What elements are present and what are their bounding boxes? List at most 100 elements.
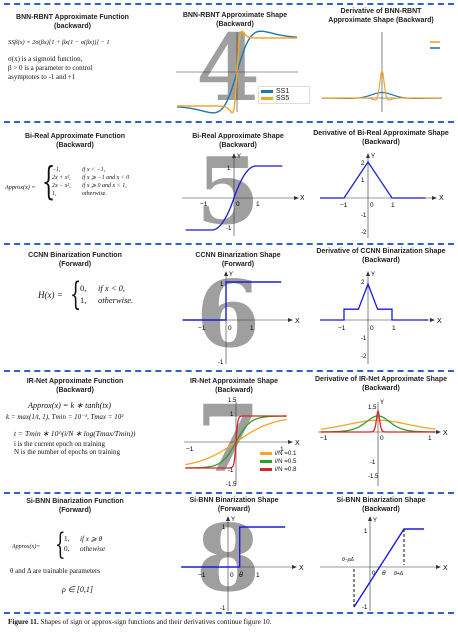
irnet-formula-i: i is the current epoch on training xyxy=(14,440,105,448)
ccnn-shape-x-label: X xyxy=(295,318,300,325)
irnet-deriv-x-arrow xyxy=(436,430,441,434)
ccnn-deriv-tick-zero: 0 xyxy=(370,325,374,332)
bireal-case-3: 2x − x², if x ⩾ 0 and x < 1, xyxy=(52,183,127,189)
sibnn-case-2: 0, othewise xyxy=(64,545,106,553)
sibnn-deriv-curve xyxy=(353,528,424,608)
irnet-deriv-tick-one-x: 1 xyxy=(428,435,432,442)
bnn-func-title: BNN-RBNT Approximate Function (backward) xyxy=(5,14,140,31)
bireal-deriv-x-label: X xyxy=(439,195,444,202)
ss1-label: SS1 xyxy=(276,88,290,95)
bireal-shape-y-arrow xyxy=(232,153,236,158)
irnet-shape-tick-neg-one: −1 xyxy=(186,446,194,453)
sibnn-deriv-y-label: Y xyxy=(373,518,377,524)
irnet-number: 7 xyxy=(196,385,261,493)
irnet-deriv-curve-08 xyxy=(320,409,436,433)
ccnn-shape-title-line1: CCNN Binarization Shape xyxy=(195,252,281,259)
irnet-formula-t: t = Tmin ∗ 10^(i/N ∗ log(Tmax/Tmin)) xyxy=(14,429,136,438)
bireal-shape-tick-neg-one: −1 xyxy=(200,201,208,208)
ccnn-func-title-line1: CCNN Binarization Function xyxy=(28,252,122,259)
ss1-swatch xyxy=(261,89,273,93)
bireal-number: 5 xyxy=(196,137,261,245)
ccnn-deriv-tick-one-x: 1 xyxy=(392,325,396,332)
ccnn-deriv-y-label: Y xyxy=(371,272,375,278)
ccnn-shape-title: CCNN Binarization Shape (Forward) xyxy=(176,252,300,269)
sibnn-deriv-tick-neg-one-y: -1 xyxy=(362,605,368,611)
bireal-approx-label: Approx(x) = xyxy=(5,184,36,191)
bottom-divider xyxy=(4,612,454,614)
bireal-func-title-line2: (Backward) xyxy=(56,141,94,149)
bnn-formula-sigma: σ(x) is a sigmoid function, xyxy=(8,55,83,63)
irnet-shape-x-label: X xyxy=(295,440,300,447)
irnet-shape-title: IR-Net Approximate Shape (Backward) xyxy=(172,378,296,395)
bnn-formula-asym: asymptotes to -1 and +1 xyxy=(8,73,76,81)
sibnn-shape-tick-one-x: 1 xyxy=(256,572,260,579)
ccnn-number: 6 xyxy=(196,260,261,368)
bireal-deriv-y-arrow xyxy=(366,153,370,158)
bnn-deriv-title-line2: Approximate Shape (Backward) xyxy=(328,16,434,24)
row-divider-3 xyxy=(4,370,454,372)
sibnn-shape-x-label: X xyxy=(299,565,304,572)
row-divider-1 xyxy=(4,121,454,123)
bireal-shape-title-line1: Bi-Real Approximate Shape xyxy=(192,133,284,140)
sibnn-shape-title-line2: (Forward) xyxy=(217,505,251,513)
figure-caption-text: Shapes of sign or approx-sign functions … xyxy=(38,618,272,626)
sibnn-deriv-title-line1: Si-BNN Binarization Shape xyxy=(336,497,426,504)
bireal-deriv-title: Derivative of Bi-Real Approximate Shape … xyxy=(306,130,456,147)
irnet-deriv-title-line2: (Backward) xyxy=(362,384,400,392)
sibnn-shape-tick-theta: θ xyxy=(239,572,243,579)
bnn-deriv-ss5-curve xyxy=(322,68,442,101)
ccnn-deriv-curve xyxy=(320,282,428,321)
sibnn-shape-plot: Y X 1 −1 0 θ 1 -1 xyxy=(181,516,304,612)
sibnn-case-1: 1, if x ⩾ θ xyxy=(64,535,103,543)
sibnn-cases: 1, if x ⩾ θ 0, othewise xyxy=(64,534,174,554)
ccnn-deriv-x-label: X xyxy=(437,318,442,325)
bnn-legend: SS1 SS5 xyxy=(258,86,310,104)
bireal-shape-tick-neg-one-y: -1 xyxy=(226,226,232,232)
bireal-shape-tick-one: 1 xyxy=(227,166,231,172)
irnet-legend-05: i/N =0.5 xyxy=(260,458,310,466)
bnn-deriv-title-line1: Derivative of BNN-RBNT xyxy=(340,8,422,15)
ccnn-deriv-title: Derivative of CCNN Binarization Shape (B… xyxy=(306,248,456,265)
ccnn-shape-tick-neg-one: −1 xyxy=(198,325,206,332)
row-divider-2 xyxy=(4,243,454,245)
ccnn-shape-curve xyxy=(182,281,282,321)
bireal-deriv-tick-neg-one: −1 xyxy=(340,202,348,209)
bireal-shape-x-label: X xyxy=(300,195,304,202)
top-divider xyxy=(4,3,454,5)
bnn-shape-plot xyxy=(176,30,298,114)
sibnn-func-title-line1: Si-BNN Binarization Function xyxy=(26,498,124,505)
ccnn-shape-y-arrow xyxy=(224,271,228,276)
ccnn-deriv-x-arrow xyxy=(430,318,435,322)
irnet-shape-tick-top: 1.5 xyxy=(228,398,237,404)
sibnn-shape-tick-one: 1 xyxy=(222,525,226,531)
bnn-shape-title-line2: (Backward) xyxy=(216,20,254,28)
ccnn-deriv-title-line2: (Backward) xyxy=(362,256,400,264)
bireal-deriv-tick-neg-two-y: -2 xyxy=(361,230,367,236)
bnn-formula-ss: SSβ(x) = 2σ(βx)[1 + βx(1 − σ(βx))] − 1 xyxy=(8,39,110,46)
ccnn-func-title-line2: (Forward) xyxy=(58,260,92,268)
irnet-deriv-tick-zero: 0 xyxy=(380,435,384,442)
ccnn-h-label: H(x) = xyxy=(38,290,63,300)
irnet-shape-tick-one: 1 xyxy=(230,412,234,418)
bnn-shape-title: BNN-RBNT Approximate Shape (Backward) xyxy=(176,12,294,29)
irnet-formula-approx: Approx(x) = k ∗ tanh(tx) xyxy=(28,401,112,410)
sibnn-deriv-title: Si-BNN Binarization Shape (Backward) xyxy=(306,497,456,514)
irnet-deriv-tick-neg-one-y: -1 xyxy=(370,460,376,466)
irnet-formula-n: N is the number of epochs on training xyxy=(14,448,120,456)
irnet-formula: Approx(x) = k ∗ tanh(tx) k = max(1/t, 1)… xyxy=(6,400,176,456)
sibnn-shape-tick-neg-one: −1 xyxy=(198,572,206,579)
bireal-deriv-title-line2: (Backward) xyxy=(362,138,400,146)
irnet-legend-08: i/N =0.8 xyxy=(260,466,310,474)
figure-caption-label: Figure 11. xyxy=(8,618,39,626)
sibnn-brace: { xyxy=(55,527,66,562)
ccnn-deriv-tick-neg-two-y: -2 xyxy=(361,354,367,360)
irnet-deriv-title: Derivative of IR-Net Approximate Shape (… xyxy=(306,376,456,393)
irnet-legend: i/N =0.1 i/N =0.5 i/N =0.8 xyxy=(260,450,310,474)
ss5-label: SS5 xyxy=(276,95,290,102)
ccnn-deriv-tick-neg-one: −1 xyxy=(338,325,346,332)
bireal-deriv-x-arrow xyxy=(432,196,437,200)
irnet-legend-08-label: i/N =0.8 xyxy=(275,466,297,473)
sibnn-deriv-tick-theta-plus: θ+Δ xyxy=(394,571,404,577)
bnn-shape-title-line1: BNN-RBNT Approximate Shape xyxy=(182,12,288,19)
irnet-shape-curve-08 xyxy=(185,415,287,469)
